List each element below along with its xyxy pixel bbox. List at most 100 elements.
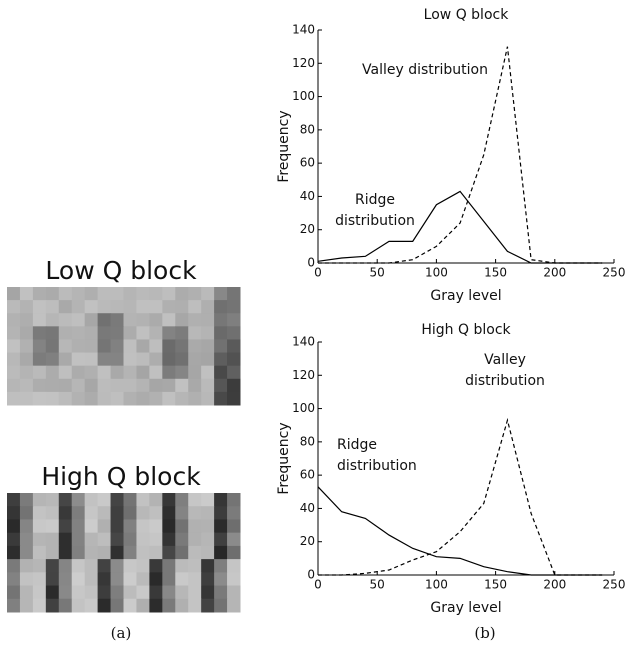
pixel: [227, 313, 241, 327]
pixel: [110, 532, 124, 547]
pixel: [97, 326, 112, 340]
annotation: distribution: [337, 458, 417, 474]
pixel: [71, 493, 86, 507]
pixel: [162, 365, 176, 380]
y-tick-label: 20: [300, 222, 315, 236]
pixel: [201, 532, 215, 547]
pixel: [110, 572, 124, 587]
y-tick-label: 20: [300, 534, 315, 548]
pixel: [201, 365, 215, 380]
pixel: [214, 585, 228, 600]
pixel: [227, 326, 241, 340]
pixel: [149, 326, 163, 340]
pixel-block: [7, 287, 241, 406]
pixel: [97, 545, 112, 560]
pixel: [58, 352, 73, 367]
pixel: [7, 378, 21, 393]
pixel: [110, 519, 124, 534]
pixel: [136, 391, 150, 406]
y-tick-label: 40: [300, 501, 315, 515]
pixel: [214, 352, 228, 367]
pixel: [32, 300, 47, 314]
pixel: [45, 378, 60, 393]
pixel: [32, 519, 47, 534]
annotation: distribution: [465, 373, 545, 389]
pixel: [45, 313, 60, 327]
pixel: [19, 326, 34, 340]
pixel: [188, 365, 202, 380]
pixel: [188, 545, 202, 560]
pixel: [123, 545, 137, 560]
x-axis-label: Gray level: [430, 600, 501, 616]
pixel: [71, 300, 86, 314]
x-tick-label: 150: [484, 578, 507, 592]
pixel: [162, 352, 176, 367]
pixel: [162, 287, 176, 301]
pixel: [188, 532, 202, 547]
y-axis-label: Frequency: [276, 110, 292, 182]
pixel: [58, 519, 73, 534]
x-tick-label: 50: [370, 266, 385, 280]
pixel: [58, 493, 73, 507]
pixel: [227, 287, 241, 301]
pixel: [123, 326, 137, 340]
pixel: [71, 352, 86, 367]
pixel: [149, 365, 163, 380]
pixel: [214, 532, 228, 547]
pixel: [188, 506, 202, 520]
pixel: [58, 391, 73, 406]
pixel: [32, 339, 47, 354]
pixel: [32, 378, 47, 393]
pixel: [71, 313, 86, 327]
pixel: [162, 545, 176, 560]
pixel: [84, 378, 99, 393]
pixel: [123, 378, 137, 393]
pixel: [175, 300, 189, 314]
pixel: [71, 572, 86, 587]
pixel: [201, 391, 215, 406]
pixel: [19, 598, 34, 613]
pixel: [71, 559, 86, 573]
pixel: [188, 378, 202, 393]
pixel: [123, 598, 137, 613]
pixel: [136, 326, 150, 340]
pixel: [175, 391, 189, 406]
pixel: [71, 506, 86, 520]
pixel: [123, 506, 137, 520]
pixel: [149, 313, 163, 327]
y-tick-label: 140: [292, 335, 315, 349]
annotation: Valley: [484, 352, 526, 368]
pixel: [201, 506, 215, 520]
pixel: [45, 339, 60, 354]
pixel: [175, 326, 189, 340]
pixel: [71, 585, 86, 600]
pixel: [136, 378, 150, 393]
pixel: [188, 598, 202, 613]
line-series: [317, 486, 603, 576]
panel-label: (b): [474, 624, 495, 642]
image-title: High Q block: [41, 462, 201, 491]
pixel: [19, 300, 34, 314]
pixel: [214, 365, 228, 380]
x-tick-label: 0: [314, 266, 322, 280]
pixel: [123, 339, 137, 354]
pixel: [19, 493, 34, 507]
pixel: [149, 532, 163, 547]
pixel: [97, 598, 112, 613]
pixel: [32, 365, 47, 380]
pixel: [188, 572, 202, 587]
pixel: [45, 493, 60, 507]
pixel: [214, 326, 228, 340]
pixel: [201, 339, 215, 354]
pixel: [227, 339, 241, 354]
pixel: [97, 313, 112, 327]
pixel: [201, 598, 215, 613]
pixel: [58, 559, 73, 573]
line-series: [318, 46, 603, 264]
pixel: [45, 365, 60, 380]
pixel: [201, 572, 215, 587]
pixel: [188, 287, 202, 301]
pixel: [123, 559, 137, 573]
pixel: [58, 287, 73, 301]
